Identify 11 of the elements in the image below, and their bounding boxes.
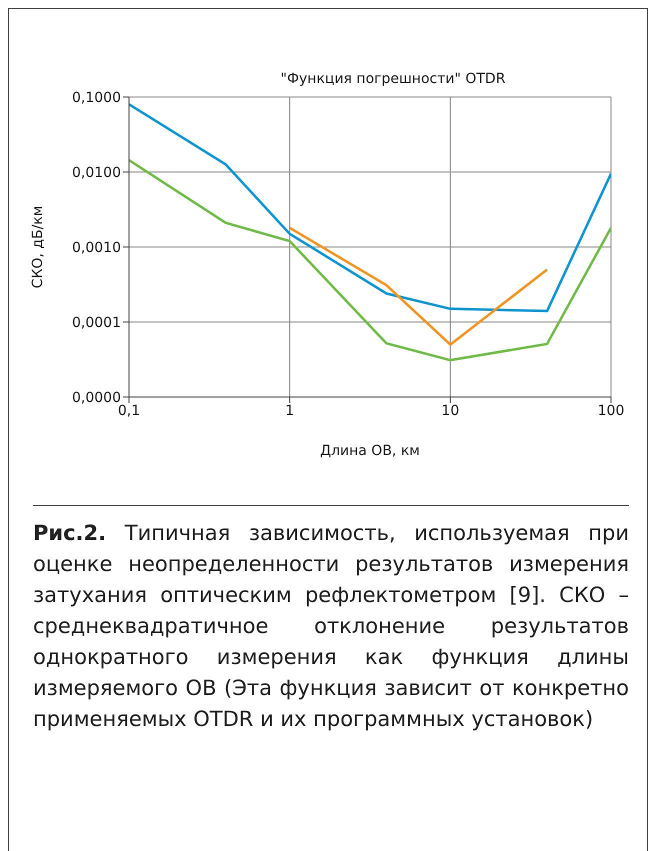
x-axis-title: Длина ОВ, км	[320, 443, 420, 459]
x-tick-label: 100	[598, 402, 624, 419]
y-tick-label: 0,1000	[72, 90, 121, 106]
y-tick-label: 0,0100	[72, 164, 121, 181]
x-tick-label: 10	[441, 402, 460, 419]
y-tick-label: 0,0001	[72, 314, 121, 331]
text: Рис.2. Типичная зависимость, используемая при оценке неопределенности результатов измерения затухания оптическим рефлектометром [9]. СКО – среднеквадратичное отклонение результатов однократного измерения как функция длины измеряемого ОВ (Эта функция зависит от конкретно применяемых OTDR и их программных установок)	[33, 520, 629, 733]
y-tick-label: 0,0010	[72, 240, 121, 256]
x-tick-label: 1	[285, 402, 294, 419]
chart-title: "Функция погрешности" OTDR	[280, 71, 506, 87]
y-axis-title: СКО, дБ/км	[30, 206, 46, 288]
